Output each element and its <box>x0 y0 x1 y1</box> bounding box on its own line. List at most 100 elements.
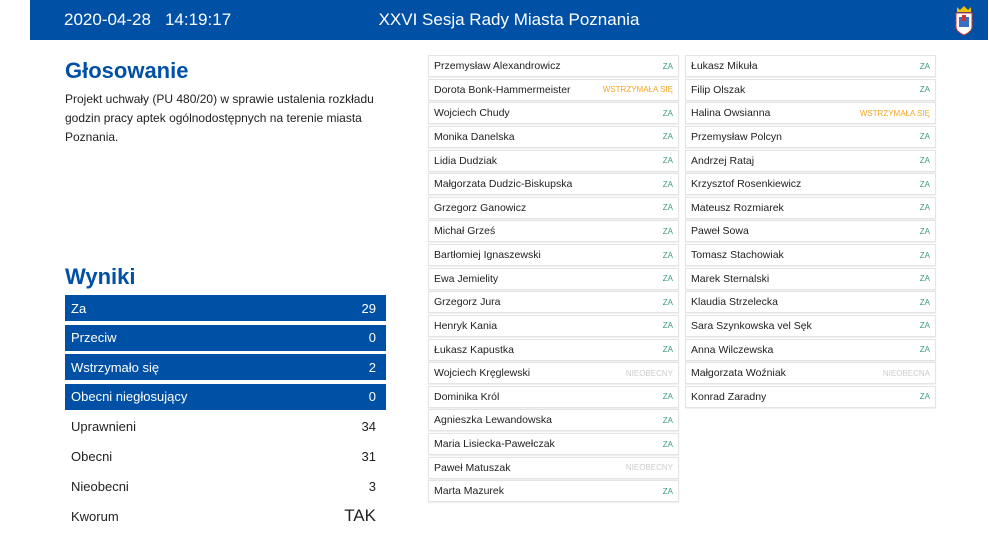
councillor-name: Małgorzata Dudzic-Biskupska <box>434 178 573 191</box>
vote-status: ZA <box>919 85 930 95</box>
vote-status: ZA <box>919 392 930 402</box>
date: 2020-04-28 <box>64 10 151 29</box>
councillor-vote-row: Łukasz Kapustka ZA <box>428 338 679 361</box>
vote-status: ZA <box>662 321 673 331</box>
councillor-vote-row: Łukasz Mikuła ZA <box>685 55 936 77</box>
vote-status: ZA <box>919 203 930 213</box>
councillor-name: Grzegorz Jura <box>434 296 501 309</box>
councillor-vote-row: Dorota Bonk-Hammermeister WSTRZYMAŁA SIĘ <box>428 78 679 101</box>
vote-status: ZA <box>662 250 673 260</box>
resolution-description: Projekt uchwały (PU 480/20) w sprawie us… <box>65 92 374 144</box>
votes-list-left: Przemysław Alexandrowicz ZA Dorota Bonk-Ha… <box>428 55 679 504</box>
councillor-vote-row: Halina Owsianna WSTRZYMAŁA SIĘ <box>685 102 936 125</box>
councillor-vote-row: Bartłomiej Ignaszewski ZA <box>428 244 679 266</box>
vote-status: ZA <box>662 486 673 496</box>
councillor-vote-row: Filip Olszak ZA <box>685 78 936 101</box>
councillor-vote-row: Lidia Dudziak ZA <box>428 149 679 172</box>
councillor-name: Agnieszka Lewandowska <box>434 414 552 427</box>
vote-status: ZA <box>662 415 673 425</box>
vote-status: ZA <box>662 132 673 142</box>
councillor-name: Łukasz Mikuła <box>691 60 758 72</box>
councillor-vote-row: Sara Szynkowska vel Sęk ZA <box>685 314 936 337</box>
councillor-vote-row: Paweł Matuszak NIEOBECNY <box>428 456 679 479</box>
vote-status: ZA <box>919 226 930 236</box>
councillor-vote-row: Mateusz Rozmiarek ZA <box>685 196 936 219</box>
result-for: Za 29 <box>65 295 386 321</box>
vote-status: ZA <box>662 274 673 284</box>
vote-status: WSTRZYMAŁA SIĘ <box>859 108 930 118</box>
vote-status: ZA <box>919 61 930 71</box>
vote-status: ZA <box>662 297 673 307</box>
councillor-name: Ewa Jemielity <box>434 272 499 285</box>
councillor-name: Konrad Zaradny <box>691 390 767 403</box>
vote-status: NIEOBECNY <box>625 463 673 473</box>
councillor-vote-row: Przemysław Polcyn ZA <box>685 125 936 148</box>
councillor-vote-row: Ewa Jemielity ZA <box>428 267 679 290</box>
councillor-name: Anna Wilczewska <box>691 343 774 356</box>
vote-status: ZA <box>919 250 930 260</box>
councillor-vote-row: Małgorzata Woźniak NIEOBECNA <box>685 362 936 385</box>
vote-status: ZA <box>919 297 930 307</box>
councillor-name: Maria Lisiecka-Pawełczak <box>434 438 555 450</box>
result-abstained: Wstrzymało się 2 <box>65 354 386 381</box>
councillor-vote-row: Tomasz Stachowiak ZA <box>685 244 936 266</box>
councillor-vote-row: Henryk Kania ZA <box>428 314 679 337</box>
councillor-name: Sara Szynkowska vel Sęk <box>691 319 812 332</box>
councillor-name: Andrzej Rataj <box>691 154 755 167</box>
councillor-name: Paweł Sowa <box>691 225 749 238</box>
councillor-name: Grzegorz Ganowicz <box>434 201 527 214</box>
vote-status: ZA <box>662 179 673 189</box>
vote-status: ZA <box>919 132 930 142</box>
result-absent: Nieobecni 3 <box>71 478 376 494</box>
councillor-name: Henryk Kania <box>434 319 498 332</box>
vote-status: NIEOBECNY <box>625 368 673 378</box>
results-heading: Wyniki <box>65 264 136 289</box>
vote-status: WSTRZYMAŁA SIĘ <box>602 85 673 95</box>
datetime: 2020-04-28 14:19:17 <box>64 10 245 30</box>
councillor-name: Michał Grześ <box>434 225 496 238</box>
vote-status: ZA <box>662 439 673 449</box>
results-table: Za 29 Przeciw 0 Wstrzymało się 2 Obecni nie… <box>65 295 386 533</box>
councillor-name: Krzysztof Rosenkiewicz <box>691 178 802 191</box>
councillor-vote-row: Monika Danelska ZA <box>428 125 679 148</box>
vote-status: ZA <box>662 392 673 402</box>
councillor-vote-row: Krzysztof Rosenkiewicz ZA <box>685 173 936 196</box>
vote-status: ZA <box>919 345 930 354</box>
councillor-name: Mateusz Rozmiarek <box>691 201 784 214</box>
councillor-vote-row: Dominika Król ZA <box>428 385 679 408</box>
votes-list-right: Łukasz Mikuła ZA Filip Olszak ZA Halina Owsi… <box>685 55 936 409</box>
councillor-name: Paweł Matuszak <box>434 461 511 474</box>
councillor-vote-row: Grzegorz Jura ZA <box>428 291 679 314</box>
councillor-name: Wojciech Kręglewski <box>434 367 531 380</box>
councillor-vote-row: Małgorzata Dudzic-Biskupska ZA <box>428 173 679 196</box>
top-bar: 2020-04-28 14:19:17 XXVI Sesja Rady Miast… <box>30 0 988 40</box>
councillor-name: Halina Owsianna <box>691 107 771 120</box>
councillor-vote-row: Klaudia Strzelecka ZA <box>685 291 936 314</box>
vote-status: ZA <box>662 108 673 118</box>
vote-status: ZA <box>919 156 930 165</box>
councillor-name: Marek Sternalski <box>691 272 770 285</box>
result-against: Przeciw 0 <box>65 324 386 351</box>
councillor-vote-row: Grzegorz Ganowicz ZA <box>428 196 679 219</box>
councillor-vote-row: Maria Lisiecka-Pawełczak ZA <box>428 433 679 455</box>
councillor-name: Małgorzata Woźniak <box>691 367 786 380</box>
councillor-name: Filip Olszak <box>691 83 746 96</box>
vote-status: ZA <box>662 345 673 354</box>
councillor-vote-row: Przemysław Alexandrowicz ZA <box>428 55 679 77</box>
councillor-vote-row: Wojciech Kręglewski NIEOBECNY <box>428 362 679 385</box>
vote-status: ZA <box>662 156 673 165</box>
session-title: XXVI Sesja Rady Miasta Poznania <box>378 10 640 29</box>
councillor-name: Bartłomiej Ignaszewski <box>434 249 541 261</box>
result-present-not-voting: Obecni niegłosujący 0 <box>65 383 386 410</box>
time: 14:19:17 <box>164 10 232 29</box>
vote-status: ZA <box>919 179 930 189</box>
councillor-name: Łukasz Kapustka <box>434 343 514 356</box>
councillor-vote-row: Agnieszka Lewandowska ZA <box>428 409 679 432</box>
councillor-name: Przemysław Polcyn <box>691 130 783 143</box>
city-crest-icon <box>955 6 973 36</box>
councillor-vote-row: Marta Mazurek ZA <box>428 480 679 503</box>
vote-status: NIEOBECNA <box>882 368 930 378</box>
councillor-name: Dorota Bonk-Hammermeister <box>434 83 571 96</box>
councillor-vote-row: Wojciech Chudy ZA <box>428 102 679 125</box>
councillor-name: Klaudia Strzelecka <box>691 296 778 309</box>
